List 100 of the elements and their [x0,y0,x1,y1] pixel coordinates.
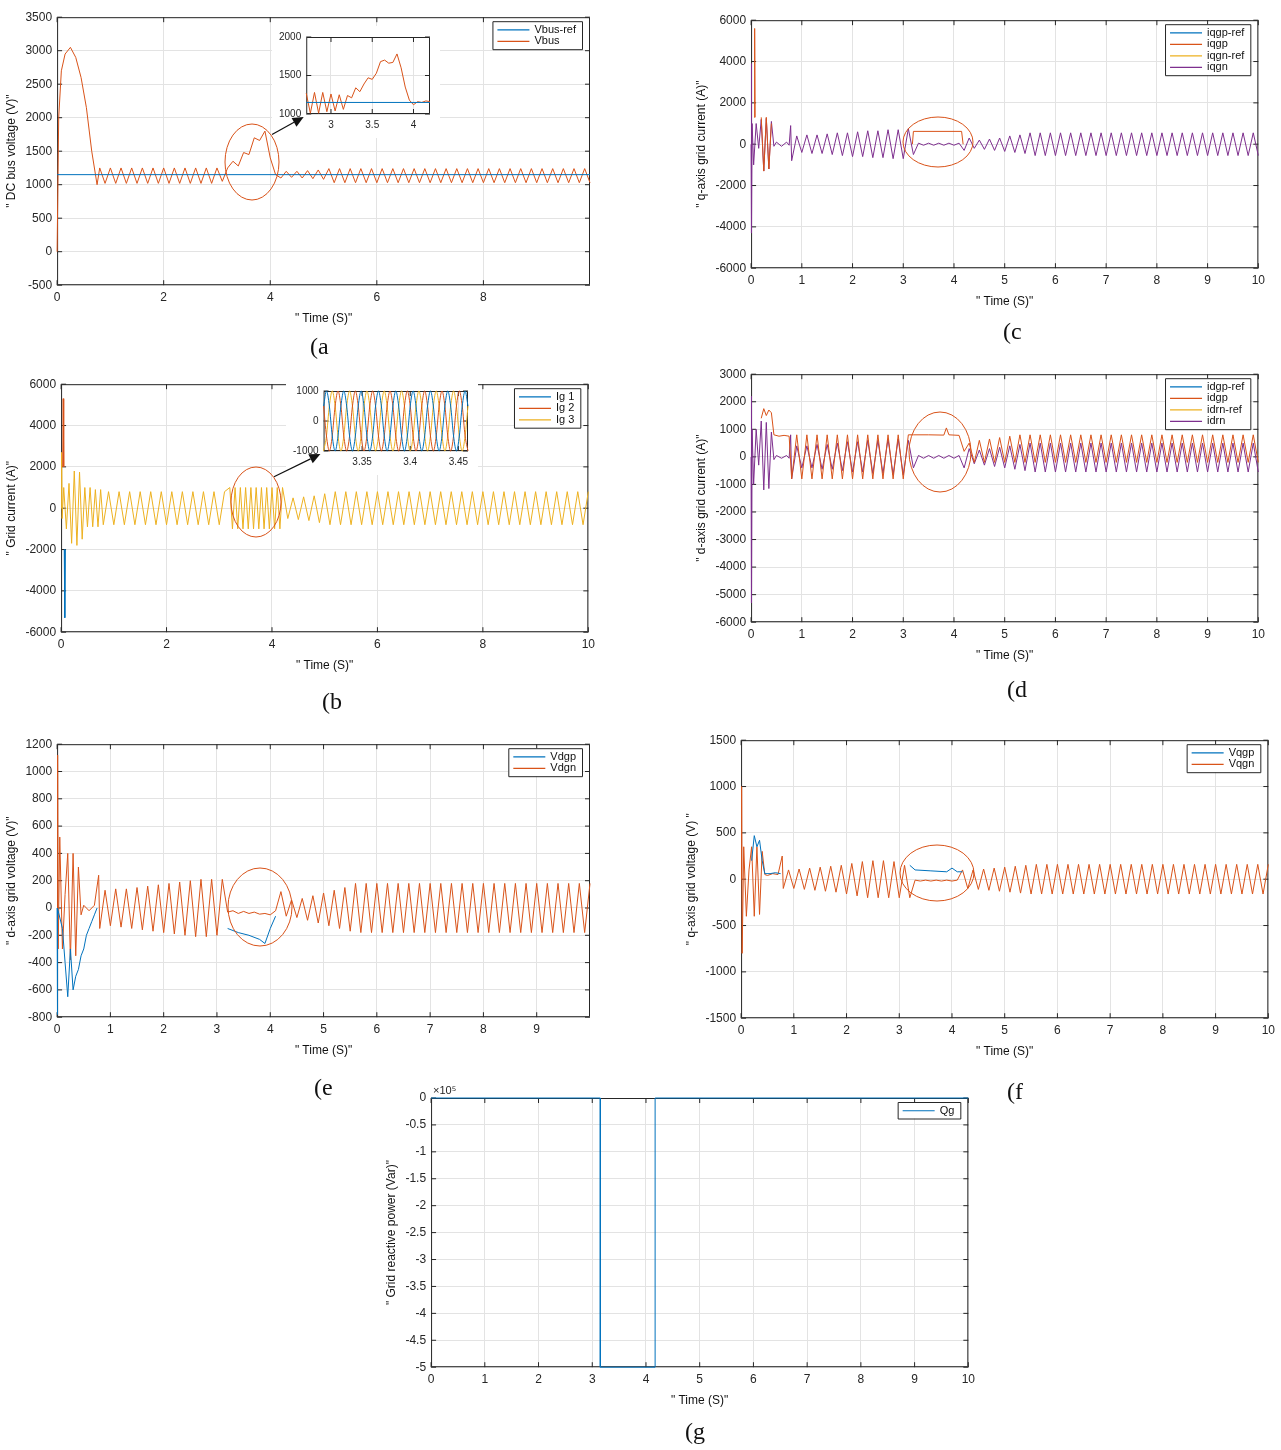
x-tick-label: 9 [1204,626,1212,641]
legend-label: idgp-ref [1207,379,1246,392]
y-tick-label: 1000 [25,763,53,778]
legend-label: iqgp-ref [1207,25,1246,38]
y-tick-label: 600 [32,818,53,833]
x-tick-label: 4 [266,1021,274,1036]
y-tick-label: 1500 [709,732,737,747]
x-tick-label: 3.5 [365,118,380,130]
x-tick-label: 5 [1001,272,1009,287]
x-tick-label: 3 [588,1371,596,1386]
text: ×10⁵ [433,1083,457,1096]
y-tick-label: -500 [712,917,737,932]
y-tick-label: 1000 [296,384,320,396]
x-tick-label: 3.35 [352,455,373,467]
legend-label: Ig 3 [555,412,575,425]
y-tick-label: -2000 [715,504,747,519]
x-tick-label: 4 [642,1371,650,1386]
x-tick-label: 4 [266,289,274,304]
y-tick-label: -1000 [293,444,320,456]
y-axis-title: " q-axis grid current (A)" [693,80,708,208]
x-tick-label: 8 [480,289,488,304]
y-tick-label: -1 [415,1144,427,1159]
y-tick-label: 1000 [279,107,302,119]
legend-label: Vdgp [550,749,577,762]
y-tick-label: 1000 [719,421,747,436]
x-axis-title: " Time (S)" [294,311,353,326]
x-tick-label: 1 [481,1371,489,1386]
x-tick-label: 5 [1001,1022,1009,1037]
x-tick-label: 5 [320,1021,328,1036]
x-tick-label: 3 [895,1022,903,1037]
x-tick-label: 8 [1153,626,1161,641]
y-axis-title: " d-axis grid voltage (V)" [3,816,18,945]
y-tick-label: 0 [45,244,53,259]
x-tick-label: 3.45 [448,455,469,467]
y-tick-label: 1000 [25,177,53,192]
x-tick-label: 9 [533,1021,541,1036]
y-tick-label: -800 [28,1009,53,1024]
x-tick-label: 5 [696,1371,704,1386]
y-tick-label: -4000 [715,559,747,574]
y-tick-label: 0 [729,871,737,886]
legend-label: idrn [1207,414,1226,427]
y-axis-title: " q-axis grid voltage (V) " [683,813,698,946]
y-axis-title: " d-axis grid current (A)" [693,434,708,562]
x-axis-title: " Time (S)" [976,1044,1034,1059]
y-tick-label: 3000 [719,366,747,381]
x-tick-label: 6 [373,1021,381,1036]
text: (g [685,1418,705,1445]
x-tick-label: 2 [535,1371,543,1386]
x-tick-label: 8 [479,636,487,651]
y-tick-label: -5 [415,1359,427,1374]
x-tick-label: 10 [961,1371,976,1386]
y-tick-label: -3.5 [405,1278,427,1293]
legend-label: Qg [939,1103,955,1116]
x-axis-title: " Time (S)" [976,648,1034,663]
y-tick-label: 3000 [25,43,53,58]
y-tick-label: 2000 [279,30,302,42]
y-tick-label: 3500 [25,9,53,24]
x-tick-label: 2 [160,1021,168,1036]
y-tick-label: -4 [415,1305,427,1320]
legend-label: Vdgn [550,761,577,774]
x-tick-label: 3 [899,626,907,641]
x-tick-label: 6 [374,636,382,651]
y-tick-label: -6000 [715,260,747,275]
y-tick-label: -1.5 [405,1171,427,1186]
y-tick-label: 6000 [719,12,747,27]
y-tick-label: 400 [32,845,53,860]
x-tick-label: 1 [798,272,806,287]
y-tick-label: -5000 [715,586,747,601]
x-tick-label: 1 [790,1022,798,1037]
y-axis-title: " DC bus voltage (V)" [3,94,18,208]
x-tick-label: 7 [426,1021,434,1036]
y-tick-label: 2000 [719,95,747,110]
x-tick-label: 4 [950,272,958,287]
x-axis-title: " Time (S)" [294,1043,353,1058]
x-tick-label: 7 [1106,1022,1114,1037]
x-tick-label: 1 [798,626,806,641]
x-tick-label: 2 [163,636,171,651]
x-tick-label: 8 [480,1021,488,1036]
x-tick-label: 5 [1001,626,1009,641]
y-tick-label: 4000 [719,53,747,68]
x-tick-label: 8 [857,1371,865,1386]
x-tick-label: 4 [410,118,417,130]
y-tick-label: -200 [28,927,53,942]
y-tick-label: 0 [739,136,747,151]
x-tick-label: 3.4 [403,455,418,467]
x-tick-label: 6 [1054,1022,1062,1037]
y-axis-title: " Grid current (A)" [3,460,18,556]
legend-label: iqgp [1207,37,1228,50]
y-tick-label: -1500 [705,1010,737,1025]
x-tick-label: 8 [1153,272,1161,287]
y-axis-title: " Grid reactive power (Var)" [383,1160,398,1306]
legend-label: Vbus-ref [534,22,577,35]
legend-label: Vqgp [1228,745,1255,758]
y-tick-label: 200 [32,873,53,888]
y-tick-label: -1000 [715,476,747,491]
y-tick-label: -2 [415,1197,427,1212]
y-tick-label: 800 [32,791,53,806]
x-tick-label: 7 [803,1371,811,1386]
y-tick-label: 1000 [709,778,737,793]
x-tick-label: 9 [1204,272,1212,287]
